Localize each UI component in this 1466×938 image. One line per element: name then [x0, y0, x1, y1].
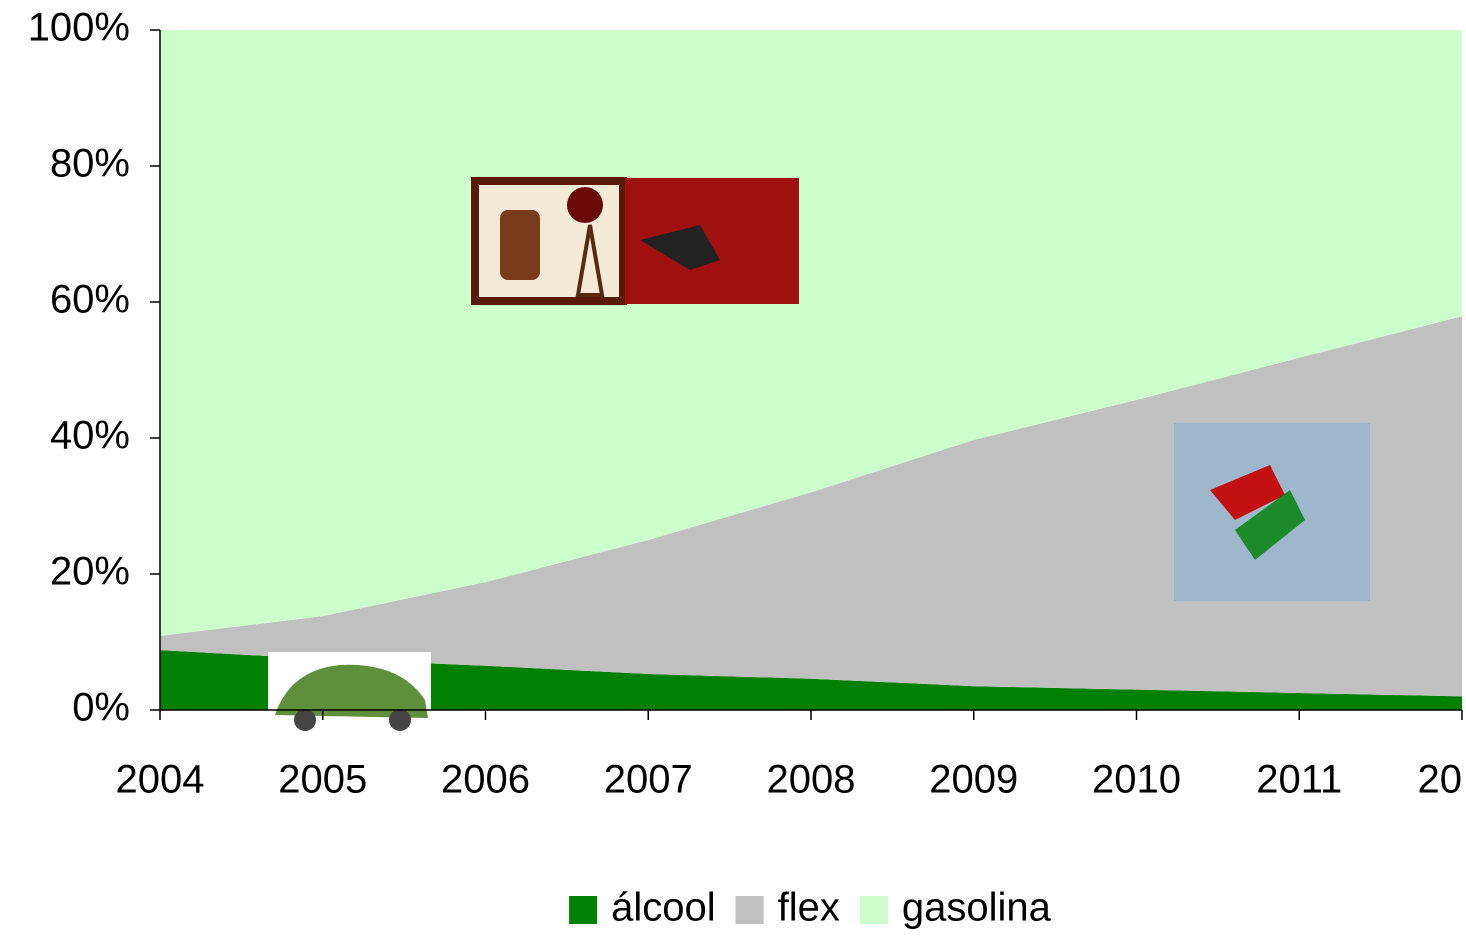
image-nozzle	[640, 225, 720, 270]
x-tick-label: 2005	[278, 758, 367, 802]
y-tick-label: 40%	[50, 414, 130, 458]
legend-swatch	[859, 896, 888, 924]
plot-area	[160, 30, 1462, 710]
legend-label: álcool	[611, 886, 716, 930]
x-tick-label: 2004	[116, 758, 205, 802]
decorative-images	[268, 177, 1370, 732]
y-tick-label: 80%	[50, 142, 130, 186]
legend-swatch	[569, 896, 598, 924]
image-derrick	[575, 224, 605, 297]
area-series	[160, 650, 1462, 710]
image-wheel	[294, 709, 316, 731]
x-tick-label: 2006	[441, 758, 530, 802]
image-red-nozzle	[1210, 465, 1285, 520]
y-tick-label: 60%	[50, 278, 130, 322]
legend-swatch	[735, 896, 764, 924]
legend: álcool flex gasolina	[569, 886, 1052, 930]
legend-label: gasolina	[902, 886, 1052, 930]
y-tick-label: 20%	[50, 550, 130, 594]
x-tick-label: 2007	[604, 758, 693, 802]
x-tick-label: 2009	[929, 758, 1018, 802]
axes: 0% 20% 40% 60% 80% 100% 2004 2005 2006 2007 2008 20…	[28, 6, 1463, 802]
area-series	[160, 316, 1462, 697]
image-leaf-car	[275, 664, 428, 718]
image-barrel	[500, 210, 540, 280]
y-tick-label: 0%	[72, 686, 130, 730]
image-oil-splash	[567, 187, 603, 223]
y-tick-label: 100%	[28, 6, 130, 50]
x-tick-label: 2011	[1256, 758, 1342, 802]
legend-label: flex	[778, 886, 840, 930]
x-tick-label: 2010	[1092, 758, 1181, 802]
image-wheel	[389, 709, 411, 731]
x-tick-label: 2008	[767, 758, 856, 802]
x-tick-label: 20	[1418, 758, 1463, 802]
image-green-nozzle	[1235, 490, 1305, 560]
